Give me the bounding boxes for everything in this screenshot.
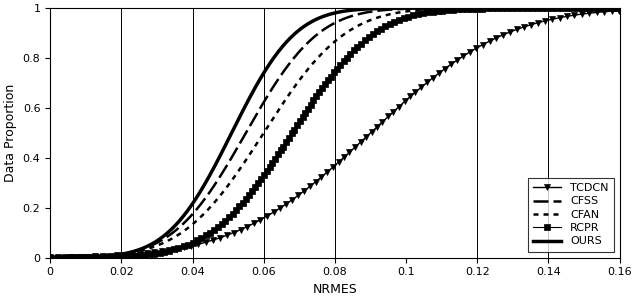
CFSS — [277, 74, 284, 78]
CFAN — [438, 7, 445, 11]
OURS — [46, 256, 54, 259]
OURS — [501, 6, 508, 10]
OURS — [616, 6, 623, 10]
Y-axis label: Data Proportion: Data Proportion — [4, 84, 17, 182]
CFSS — [501, 6, 508, 10]
CFSS — [616, 6, 623, 10]
TCDCN — [46, 255, 54, 259]
RCPR — [501, 7, 508, 10]
CFSS — [104, 254, 112, 257]
CFAN — [616, 6, 623, 10]
CFSS — [490, 6, 498, 10]
Line: TCDCN: TCDCN — [46, 7, 623, 261]
TCDCN — [297, 191, 305, 195]
TCDCN — [501, 32, 508, 36]
CFAN — [501, 6, 508, 10]
CFAN — [46, 256, 54, 259]
OURS — [438, 6, 445, 10]
CFAN — [490, 6, 498, 10]
Line: CFSS: CFSS — [50, 8, 619, 257]
CFAN — [104, 254, 112, 257]
Legend: TCDCN, CFSS, CFAN, RCPR, OURS: TCDCN, CFSS, CFAN, RCPR, OURS — [528, 178, 614, 252]
CFSS — [46, 256, 54, 259]
RCPR — [46, 256, 54, 259]
OURS — [297, 27, 305, 31]
TCDCN — [490, 37, 498, 41]
TCDCN — [104, 254, 112, 258]
RCPR — [277, 149, 284, 153]
TCDCN — [438, 70, 445, 73]
Line: RCPR: RCPR — [46, 5, 623, 261]
TCDCN — [277, 206, 284, 210]
Line: OURS: OURS — [50, 8, 619, 257]
RCPR — [297, 117, 305, 121]
OURS — [277, 47, 284, 51]
RCPR — [490, 7, 498, 10]
CFAN — [297, 76, 305, 80]
TCDCN — [616, 9, 623, 12]
RCPR — [438, 9, 445, 13]
CFSS — [438, 6, 445, 10]
OURS — [104, 254, 112, 258]
RCPR — [104, 255, 112, 259]
X-axis label: NRMES: NRMES — [312, 283, 357, 296]
OURS — [490, 6, 498, 10]
CFSS — [297, 48, 305, 52]
CFAN — [277, 105, 284, 109]
Line: CFAN: CFAN — [50, 8, 619, 257]
RCPR — [616, 6, 623, 10]
